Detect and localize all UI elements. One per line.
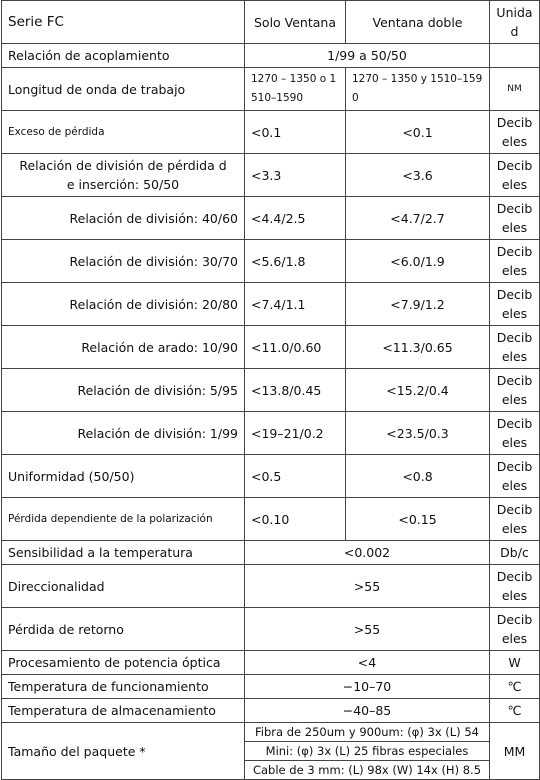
value-cell: >55 <box>244 564 490 608</box>
stacked-cell: Fibra de 250um y 900um: (φ) 3x (L) 54 Min… <box>244 722 490 780</box>
value-cell: Decibeles <box>489 497 540 541</box>
table-row: Longitud de onda de trabajo 1270 – 1350 o… <box>1 67 540 111</box>
value-cell: <15.2/0.4 <box>345 368 490 412</box>
value-cell: <0.15 <box>345 497 490 541</box>
table-row: Relación de arado: 10/90 <11.0/0.60 <11.3/… <box>1 325 540 369</box>
value-cell: 1/99 a 50/50 <box>244 43 490 68</box>
value-cell: ℃ <box>489 698 540 723</box>
table-row: Pérdida dependiente de la polarización <0… <box>1 497 540 541</box>
table-row: Temperatura de funcionamiento −10–70 ℃ <box>1 674 540 699</box>
row-label: Relación de división: 30/70 <box>1 239 245 283</box>
table-row: Sensibilidad a la temperatura <0.002 Db/c <box>1 540 540 565</box>
value-cell: <7.4/1.1 <box>244 282 346 326</box>
table-row: Pérdida de retorno >55 Decibeles <box>1 607 540 651</box>
row-label: Procesamiento de potencia óptica <box>1 650 245 675</box>
value-cell: <19–21/0.2 <box>244 411 346 455</box>
value-cell: Decibeles <box>489 368 540 412</box>
value-cell: <4.4/2.5 <box>244 196 346 240</box>
value-cell: Decibeles <box>489 239 540 283</box>
value-cell: <5.6/1.8 <box>244 239 346 283</box>
table-row: Direccionalidad >55 Decibeles <box>1 564 540 608</box>
header-cell: Unidad <box>489 0 540 44</box>
row-label: Sensibilidad a la temperatura <box>1 540 245 565</box>
value-cell: Db/c <box>489 540 540 565</box>
row-label: Relación de división: 20/80 <box>1 282 245 326</box>
row-label: Uniformidad (50/50) <box>1 454 245 498</box>
value-cell: W <box>489 650 540 675</box>
header-cell: Solo Ventana <box>244 0 346 44</box>
table-row: Relación de división: 5/95 <13.8/0.45 <15.… <box>1 368 540 412</box>
value-cell: Decibeles <box>489 564 540 608</box>
value-cell: <4 <box>244 650 490 675</box>
table-row: Relación de acoplamiento 1/99 a 50/50 <box>1 43 540 68</box>
value-cell: Decibeles <box>489 196 540 240</box>
row-label: Relación de división: 5/95 <box>1 368 245 412</box>
row-label: Tamaño del paquete * <box>1 722 245 780</box>
row-label: Temperatura de almacenamiento <box>1 698 245 723</box>
table-row: Tamaño del paquete * Fibra de 250um y 900… <box>1 722 540 780</box>
value-cell: <0.002 <box>244 540 490 565</box>
header-row: Serie FC Solo Ventana Ventana doble Unidad <box>1 0 540 44</box>
empty-cell <box>489 43 540 68</box>
value-cell: <0.5 <box>244 454 346 498</box>
table-row: Relación de división: 30/70 <5.6/1.8 <6.0/… <box>1 239 540 283</box>
table-row: Uniformidad (50/50) <0.5 <0.8 Decibeles <box>1 454 540 498</box>
table-row: Relación de división de pérdida de inser… <box>1 153 540 197</box>
value-cell: 1270 – 1350 y 1510–1590 <box>345 67 490 111</box>
value-cell: Decibeles <box>489 110 540 154</box>
value-cell: <6.0/1.9 <box>345 239 490 283</box>
value-cell: MM <box>489 722 540 780</box>
row-label: Relación de división: 1/99 <box>1 411 245 455</box>
sub-line: Fibra de 250um y 900um: (φ) 3x (L) 54 <box>245 724 489 742</box>
value-cell: <0.8 <box>345 454 490 498</box>
row-label: Relación de división: 40/60 <box>1 196 245 240</box>
row-label: Exceso de pérdida <box>1 110 245 154</box>
row-label: Temperatura de funcionamiento <box>1 674 245 699</box>
row-label: Direccionalidad <box>1 564 245 608</box>
row-label: Relación de acoplamiento <box>1 43 245 68</box>
sub-line: Cable de 3 mm: (L) 98x (W) 14x (H) 8.5 <box>252 763 482 777</box>
value-cell: <23.5/0.3 <box>345 411 490 455</box>
value-cell: <7.9/1.2 <box>345 282 490 326</box>
value-cell: >55 <box>244 607 490 651</box>
table-row: Relación de división: 20/80 <7.4/1.1 <7.9/… <box>1 282 540 326</box>
value-cell: Decibeles <box>489 325 540 369</box>
row-label: Pérdida de retorno <box>1 607 245 651</box>
row-label: Relación de arado: 10/90 <box>1 325 245 369</box>
header-cell: Ventana doble <box>345 0 490 44</box>
table-row: Relación de división: 40/60 <4.4/2.5 <4.7/… <box>1 196 540 240</box>
value-cell: <0.1 <box>244 110 346 154</box>
value-cell: <11.3/0.65 <box>345 325 490 369</box>
table-row: Relación de división: 1/99 <19–21/0.2 <23.… <box>1 411 540 455</box>
value-cell: <11.0/0.60 <box>244 325 346 369</box>
table-row: Procesamiento de potencia óptica <4 W <box>1 650 540 675</box>
value-cell: Decibeles <box>489 607 540 651</box>
table-row: Exceso de pérdida <0.1 <0.1 Decibeles <box>1 110 540 154</box>
value-cell: Decibeles <box>489 282 540 326</box>
header-cell: Serie FC <box>1 0 245 44</box>
value-cell: <3.3 <box>244 153 346 197</box>
value-cell: NM <box>489 67 540 111</box>
value-cell: <3.6 <box>345 153 490 197</box>
sub-line: Mini: (φ) 3x (L) 25 fibras especiales <box>245 742 489 761</box>
row-label: Longitud de onda de trabajo <box>1 67 245 111</box>
value-cell: <0.1 <box>345 110 490 154</box>
row-label: Pérdida dependiente de la polarización <box>1 497 245 541</box>
value-cell: Decibeles <box>489 153 540 197</box>
value-cell: Decibeles <box>489 411 540 455</box>
value-cell: <0.10 <box>244 497 346 541</box>
value-cell: Decibeles <box>489 454 540 498</box>
row-label: Relación de división de pérdida de inser… <box>1 153 245 197</box>
table-row: Temperatura de almacenamiento −40–85 ℃ <box>1 698 540 723</box>
value-cell: <4.7/2.7 <box>345 196 490 240</box>
value-cell: <13.8/0.45 <box>244 368 346 412</box>
value-cell: −10–70 <box>244 674 490 699</box>
value-cell: −40–85 <box>244 698 490 723</box>
value-cell: 1270 – 1350 o 1510–1590 <box>244 67 346 111</box>
value-cell: ℃ <box>489 674 540 699</box>
